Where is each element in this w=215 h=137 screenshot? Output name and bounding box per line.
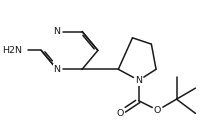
Text: N: N bbox=[54, 27, 60, 36]
Text: N: N bbox=[54, 65, 60, 74]
Text: H2N: H2N bbox=[2, 46, 22, 55]
Text: N: N bbox=[135, 76, 142, 85]
Text: O: O bbox=[154, 106, 161, 115]
Text: O: O bbox=[116, 109, 124, 118]
